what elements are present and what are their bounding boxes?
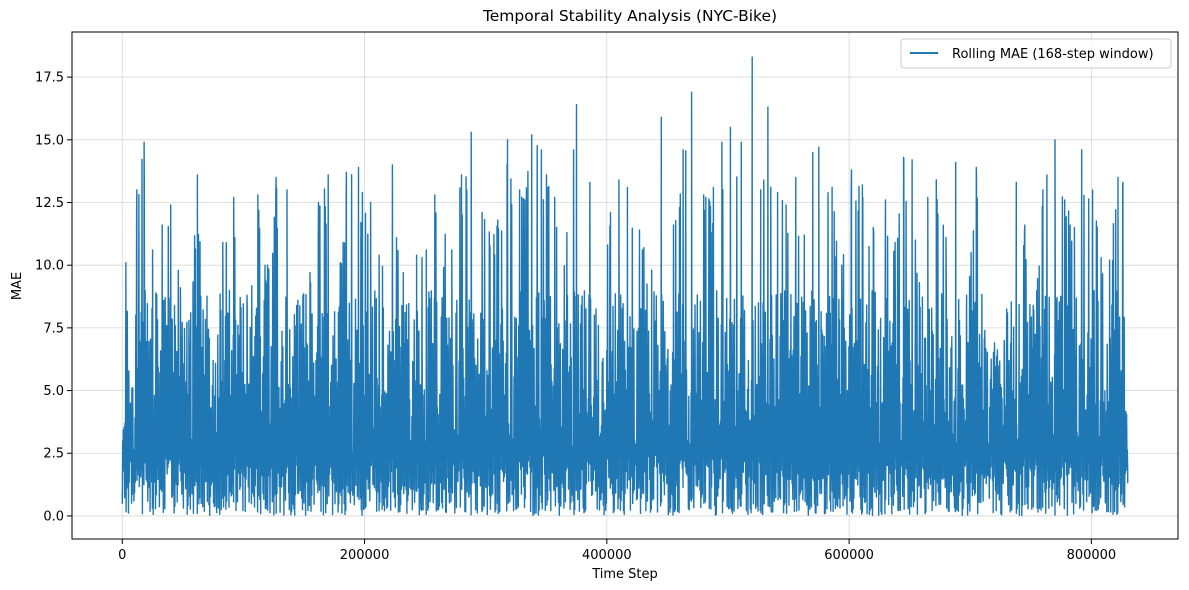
y-axis: 0.0 2.5 5.0 7.5 10.0 12.5 15.0 17.5 [35, 71, 72, 524]
y-tick-label: 5.0 [43, 384, 64, 399]
x-tick-label: 400000 [582, 548, 632, 563]
x-tick-label: 200000 [340, 548, 390, 563]
y-tick-label: 12.5 [35, 196, 64, 211]
plot-area [121, 56, 1129, 517]
plot-frame [71, 31, 1179, 540]
x-tick-label: 0 [118, 548, 126, 563]
x-axis-label: Time Step [591, 567, 658, 582]
y-tick-label: 0.0 [43, 509, 64, 524]
y-tick-label: 2.5 [43, 447, 64, 462]
legend-entry-label: Rolling MAE (168-step window) [952, 47, 1154, 62]
y-tick-label: 7.5 [43, 321, 64, 336]
series-line-rolling-mae [121, 56, 1129, 517]
y-tick-label: 10.0 [35, 259, 64, 274]
chart-title: Temporal Stability Analysis (NYC-Bike) [482, 7, 777, 25]
legend: Rolling MAE (168-step window) [900, 38, 1172, 69]
x-tick-label: 600000 [824, 548, 874, 563]
y-tick-label: 17.5 [35, 71, 64, 86]
x-axis: 0 200000 400000 600000 800000 [118, 539, 1116, 563]
legend-box [900, 38, 1172, 69]
x-tick-label: 800000 [1067, 548, 1117, 563]
y-tick-label: 15.0 [35, 133, 64, 148]
y-axis-label: MAE [10, 272, 25, 300]
